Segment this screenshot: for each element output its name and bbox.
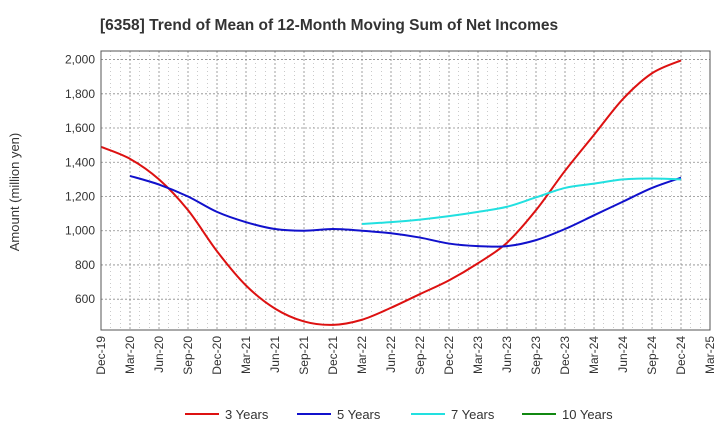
x-tick-label: Jun-24 (616, 336, 630, 373)
x-tick-label: Sep-23 (529, 336, 543, 375)
series-lines (100, 59, 682, 326)
x-tick-label: Mar-22 (355, 336, 369, 374)
y-tick-label: 600 (75, 292, 95, 306)
x-tick-label: Jun-21 (268, 336, 282, 373)
x-tick-label: Dec-23 (558, 336, 572, 375)
x-tick-label: Sep-24 (645, 336, 659, 375)
y-tick-label: 1,200 (65, 189, 95, 203)
series-line-0 (100, 59, 682, 326)
x-tick-label: Sep-20 (181, 336, 195, 375)
plot-frame (100, 50, 711, 331)
x-tick-label: Dec-21 (326, 336, 340, 375)
y-tick-label: 2,000 (65, 53, 95, 67)
y-axis-label: Amount (million yen) (7, 133, 22, 252)
legend-label: 5 Years (337, 407, 381, 422)
x-tick-label: Dec-20 (210, 336, 224, 375)
x-tick-label: Dec-19 (94, 336, 108, 375)
y-tick-label: 800 (75, 258, 95, 272)
legend-label: 10 Years (562, 407, 613, 422)
legend: 3 Years 5 Years 7 Years 10 Years (185, 407, 613, 422)
legend-label: 7 Years (451, 407, 495, 422)
y-tick-label: 1,800 (65, 87, 95, 101)
series-line-2 (361, 177, 682, 225)
x-tick-label: Sep-21 (297, 336, 311, 375)
y-tick-labels: 600 800 1,000 1,200 1,400 1,600 1,800 2,000 (65, 53, 95, 307)
legend-label: 3 Years (225, 407, 269, 422)
x-tick-label: Mar-25 (703, 336, 717, 374)
x-tick-label: Jun-20 (152, 336, 166, 373)
series-line-1 (129, 174, 682, 248)
x-tick-labels: Dec-19 Mar-20 Jun-20 Sep-20 Dec-20 Mar-21 Jun-… (94, 336, 717, 375)
x-tick-label: Sep-22 (413, 336, 427, 375)
x-tick-label: Dec-24 (674, 336, 688, 375)
grid (100, 51, 711, 330)
chart-title: [6358] Trend of Mean of 12-Month Moving … (100, 17, 558, 34)
y-tick-label: 1,400 (65, 155, 95, 169)
x-tick-label: Mar-23 (471, 336, 485, 374)
x-tick-label: Dec-22 (442, 336, 456, 375)
x-tick-label: Jun-22 (384, 336, 398, 373)
x-tick-label: Mar-21 (239, 336, 253, 374)
x-tick-label: Jun-23 (500, 336, 514, 373)
x-tick-label: Mar-20 (123, 336, 137, 374)
y-tick-label: 1,000 (65, 224, 95, 238)
y-tick-label: 1,600 (65, 121, 95, 135)
x-tick-label: Mar-24 (587, 336, 601, 374)
